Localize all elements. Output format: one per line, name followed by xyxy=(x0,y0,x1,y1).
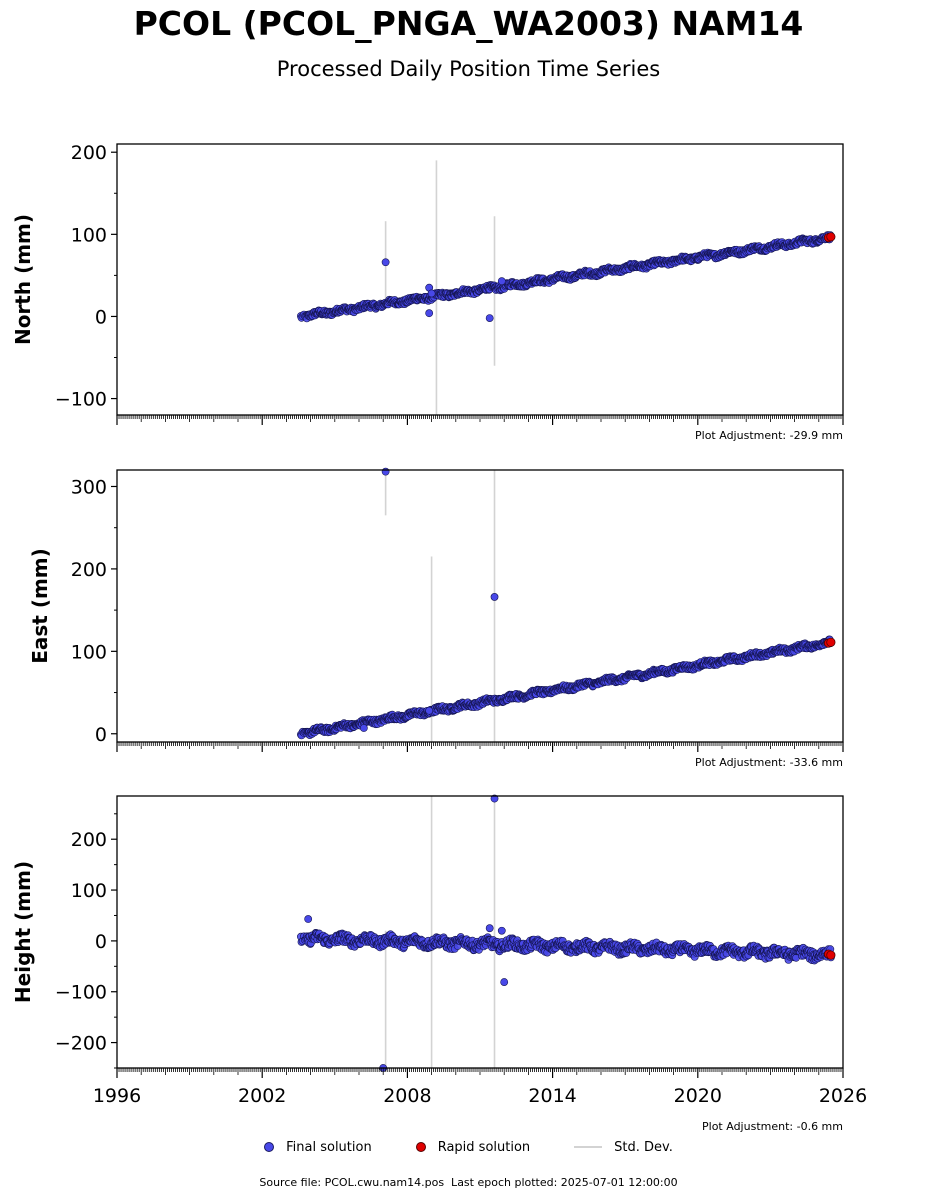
source-footer: Source file: PCOL.cwu.nam14.pos Last epo… xyxy=(259,1176,678,1189)
outlier-point xyxy=(485,314,494,322)
x-tick-label: 2002 xyxy=(238,1085,286,1107)
legend-rapid-label: Rapid solution xyxy=(437,1139,531,1155)
y-tick-label: 200 xyxy=(71,559,107,581)
x-tick-label: 2008 xyxy=(383,1085,431,1107)
final-solution-points xyxy=(296,635,835,740)
x-tick-label: 2020 xyxy=(674,1085,722,1107)
y-tick-label: 0 xyxy=(95,306,107,328)
y-axis-label: North (mm) xyxy=(11,214,35,345)
legend-final: Final solution xyxy=(264,1140,372,1155)
outlier-point xyxy=(381,467,390,476)
stddev-line-icon xyxy=(574,1146,603,1148)
outlier-point xyxy=(425,309,434,318)
legend-rapid: Rapid solution xyxy=(415,1139,531,1155)
outlier-point xyxy=(381,258,390,267)
rapid-point xyxy=(826,950,836,960)
outlier-point xyxy=(497,277,506,286)
page-subtitle: Processed Daily Position Time Series xyxy=(276,57,661,81)
x-tick-label: 2026 xyxy=(819,1085,867,1107)
legend-stddev-label: Std. Dev. xyxy=(614,1139,673,1155)
y-axis-label: East (mm) xyxy=(28,548,52,664)
legend: Final solution Rapid solution Std. Dev. xyxy=(0,1136,937,1158)
plot-adjustment-label: Plot Adjustment: -29.9 mm xyxy=(695,429,843,442)
final-marker-icon xyxy=(264,1142,275,1152)
y-tick-label: 100 xyxy=(71,224,107,246)
legend-stddev: Std. Dev. xyxy=(574,1140,673,1155)
final-solution-points xyxy=(296,929,835,965)
outlier-point xyxy=(359,724,368,732)
rapid-marker-icon xyxy=(415,1142,426,1152)
page-title: PCOL (PCOL_PNGA_WA2003) NAM14 xyxy=(133,4,804,43)
y-tick-label: 100 xyxy=(71,641,107,663)
y-tick-label: 300 xyxy=(71,476,107,498)
y-tick-label: −200 xyxy=(55,1033,107,1055)
outlier-point xyxy=(427,289,436,298)
y-axis-label: Height (mm) xyxy=(11,861,35,1003)
plot-2: −200 −100 0 100 200 1996 2002 2008 2014 2020 2026 H… xyxy=(11,794,867,1133)
plot-frame xyxy=(116,143,844,416)
outlier-point xyxy=(497,926,506,935)
rapid-point xyxy=(826,232,836,242)
outlier-point xyxy=(425,706,434,715)
y-tick-label: −100 xyxy=(55,389,107,411)
legend-final-label: Final solution xyxy=(286,1139,372,1155)
plot-1: 0 100 200 300 East (mm) Plot Adjustment: -33.… xyxy=(28,467,844,769)
plot-adjustment-label: Plot Adjustment: -33.6 mm xyxy=(695,756,843,769)
x-tick-label: 1996 xyxy=(93,1085,141,1107)
outlier-point xyxy=(490,593,499,601)
y-tick-label: 200 xyxy=(71,142,107,164)
y-tick-label: 200 xyxy=(71,829,107,851)
plot-0: −100 0 100 200 North (mm) Plot Adjustment: -2… xyxy=(11,142,844,442)
outlier-point xyxy=(485,924,494,933)
plot-frame xyxy=(116,795,844,1069)
y-tick-label: −100 xyxy=(55,982,107,1004)
outlier-point xyxy=(500,978,509,986)
final-solution-points xyxy=(296,231,835,323)
y-tick-label: 0 xyxy=(95,931,107,953)
plot-adjustment-label: Plot Adjustment: -0.6 mm xyxy=(702,1120,843,1133)
y-tick-label: 0 xyxy=(95,724,107,746)
rapid-point xyxy=(826,637,836,647)
outlier-point xyxy=(304,915,313,923)
y-tick-label: 100 xyxy=(71,880,107,902)
x-tick-label: 2014 xyxy=(528,1085,576,1107)
